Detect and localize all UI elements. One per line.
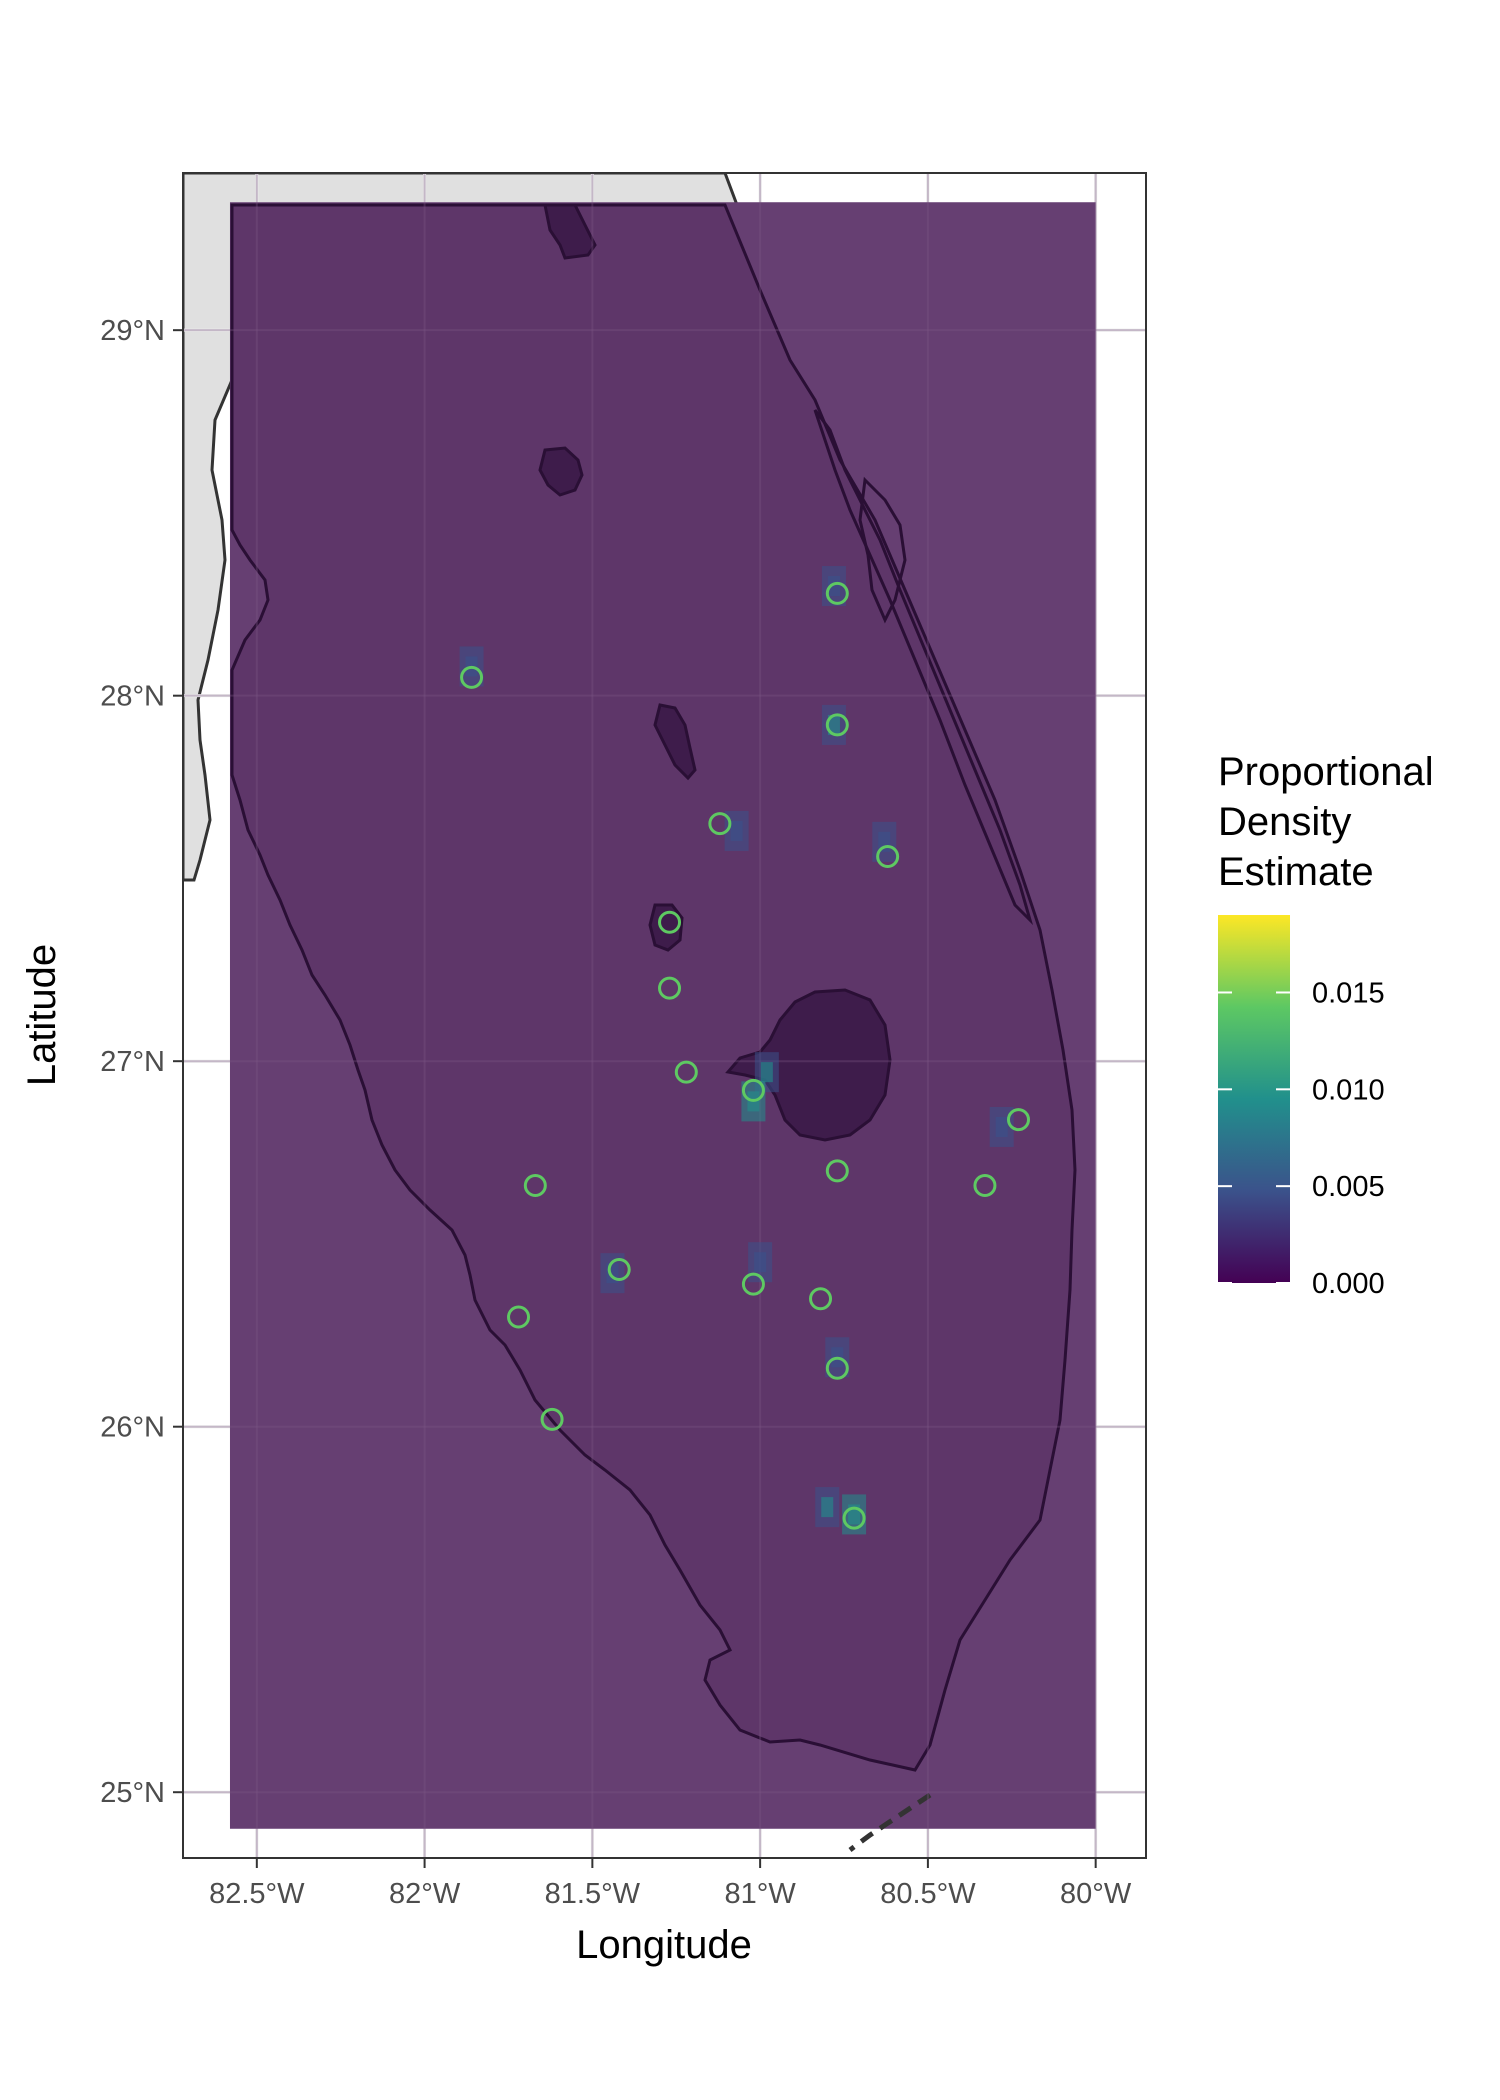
colorbar-label: 0.010 xyxy=(1312,1074,1385,1106)
x-axis-title: Longitude xyxy=(576,1923,752,1967)
sample-point xyxy=(1006,1108,1030,1132)
legend: Proportional Density Estimate 0.000 0.005… xyxy=(1218,750,1434,1300)
sample-point xyxy=(825,1159,849,1183)
density-cell-core xyxy=(827,576,840,597)
x-tick-label: 80.5°W xyxy=(880,1878,976,1910)
sample-point xyxy=(876,845,900,869)
x-tick-label: 82°W xyxy=(389,1878,461,1910)
density-cell-core xyxy=(821,1497,834,1518)
density-cell-core xyxy=(760,1062,773,1083)
sample-point xyxy=(825,581,849,605)
x-tick-label: 81°W xyxy=(725,1878,797,1910)
x-tick-label: 81.5°W xyxy=(545,1878,641,1910)
sample-point xyxy=(809,1287,833,1311)
sample-point xyxy=(741,1272,765,1296)
x-tick-label: 80°W xyxy=(1060,1878,1132,1910)
y-tick-label: 28°N xyxy=(100,681,165,713)
sample-point xyxy=(741,1078,765,1102)
lake-apopka xyxy=(538,446,584,497)
sample-point xyxy=(607,1258,631,1282)
sample-point xyxy=(825,1356,849,1380)
legend-title-line-3: Estimate xyxy=(1218,850,1374,894)
legend-title-line-1: Proportional xyxy=(1218,750,1434,794)
y-axis-title: Latitude xyxy=(20,944,64,1086)
sample-point xyxy=(825,713,849,737)
sample-point xyxy=(460,665,484,689)
lake-okeechobee xyxy=(725,988,892,1142)
sample-point xyxy=(540,1407,564,1431)
lake-kissimmee-north xyxy=(653,703,697,781)
density-cell-core xyxy=(754,1252,767,1273)
density-cell-core xyxy=(827,714,840,735)
y-axis: 25°N 26°N 27°N 28°N 29°N xyxy=(100,315,183,1809)
colorbar-ticks: 0.000 0.005 0.010 0.015 xyxy=(1218,977,1385,1300)
x-axis: 82.5°W 82°W 81.5°W 81°W 80.5°W 80°W xyxy=(209,1858,1132,1910)
density-cell-core xyxy=(730,820,743,841)
colorbar-label: 0.015 xyxy=(1312,977,1385,1009)
sample-point xyxy=(842,1506,866,1530)
density-hotspots xyxy=(183,173,1146,1858)
sample-point xyxy=(708,812,732,836)
y-tick-label: 27°N xyxy=(100,1046,165,1078)
colorbar xyxy=(1218,915,1290,1283)
sample-points xyxy=(460,581,1030,1530)
panel-border xyxy=(182,172,1147,1859)
density-cell-core xyxy=(995,1116,1008,1137)
y-tick-label: 29°N xyxy=(100,315,165,347)
x-tick-label: 82.5°W xyxy=(209,1878,305,1910)
sample-point xyxy=(658,910,682,934)
sample-point xyxy=(973,1173,997,1197)
sample-point xyxy=(507,1305,531,1329)
legend-title-line-2: Density xyxy=(1218,800,1351,844)
y-tick-label: 26°N xyxy=(100,1412,165,1444)
colorbar-label: 0.000 xyxy=(1312,1268,1385,1300)
lake-george xyxy=(543,203,597,260)
lake-istokpoga xyxy=(648,903,684,952)
merritt-island xyxy=(858,476,907,624)
y-tick-label: 25°N xyxy=(100,1777,165,1809)
colorbar-label: 0.005 xyxy=(1312,1171,1385,1203)
sample-point xyxy=(523,1173,547,1197)
sample-point xyxy=(658,976,682,1000)
florida-landmass xyxy=(230,203,1077,1772)
florida-keys xyxy=(848,1792,932,1852)
sample-point xyxy=(674,1060,698,1084)
